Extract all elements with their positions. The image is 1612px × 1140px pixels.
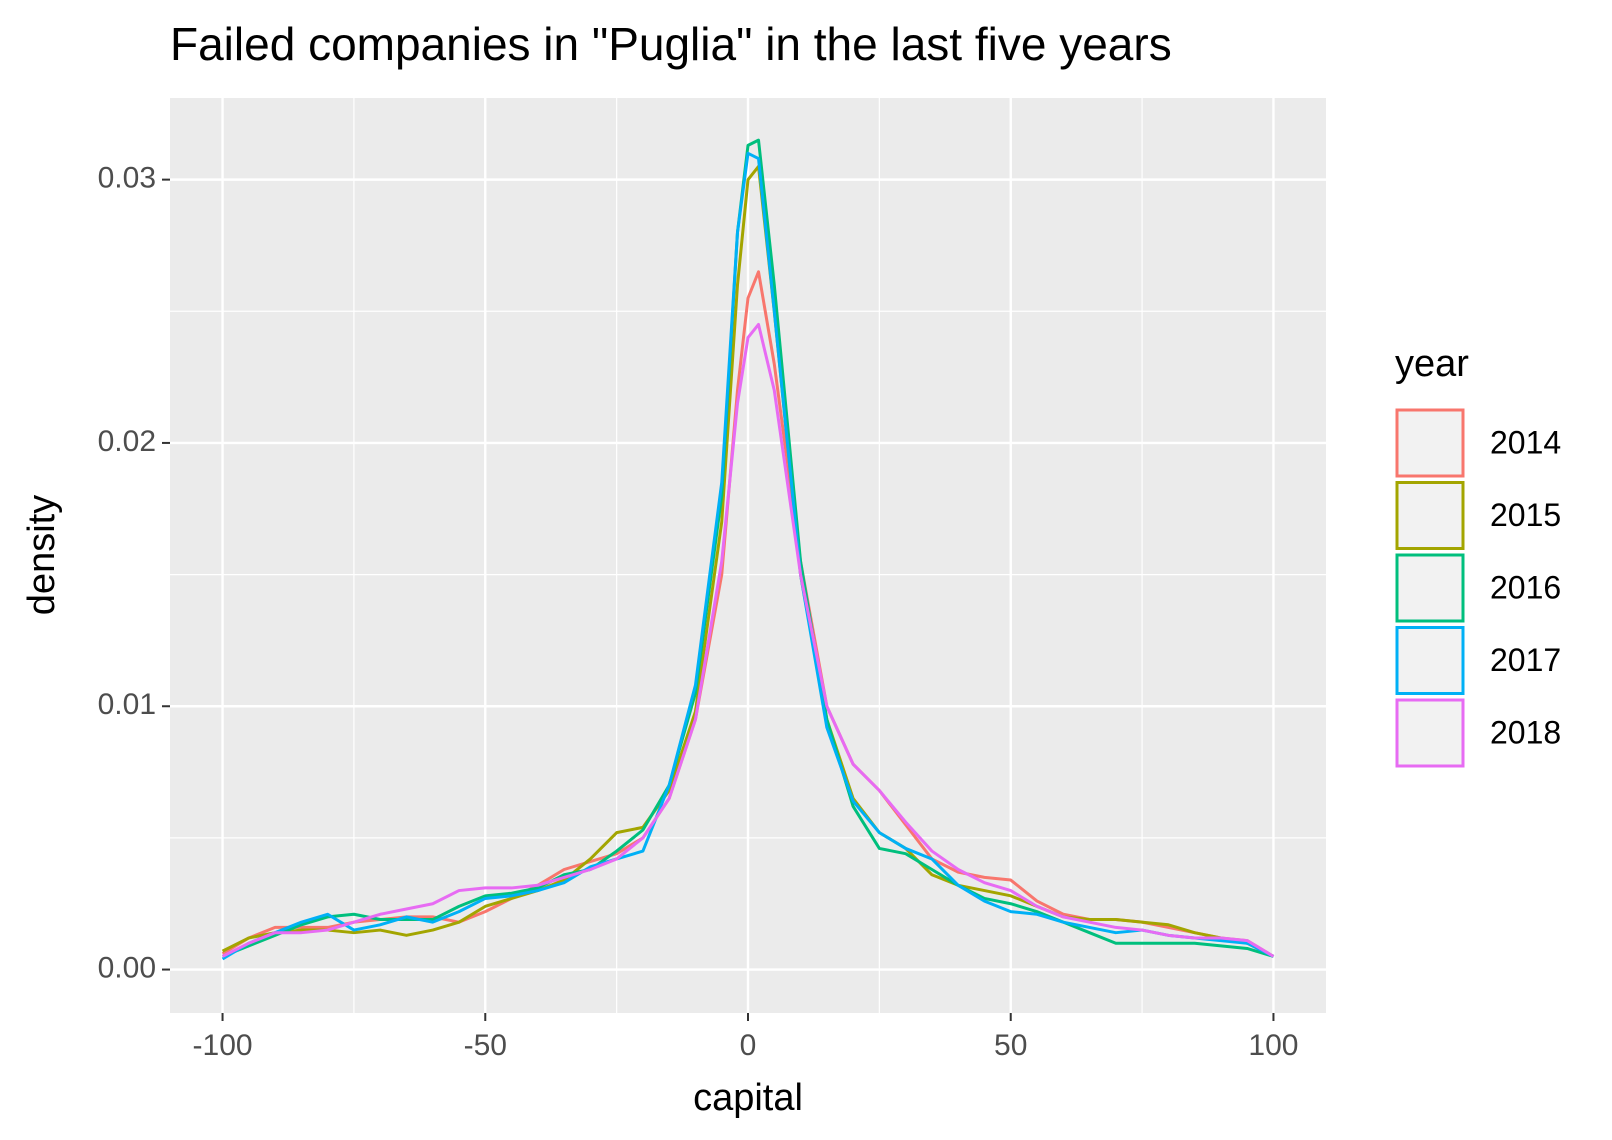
y-tick-label: 0.01	[98, 688, 156, 721]
x-axis-label: capital	[693, 1077, 803, 1119]
y-axis-label: density	[21, 495, 63, 615]
x-tick-label: 0	[740, 1029, 757, 1062]
density-line	[221, 322, 1275, 958]
legend-label: 2016	[1490, 569, 1561, 605]
y-tick-label: 0.02	[98, 425, 156, 458]
legend-key	[1395, 408, 1465, 478]
legend-label: 2018	[1490, 714, 1561, 750]
x-tick-label: -50	[464, 1029, 507, 1062]
y-tick-label: 0.00	[98, 951, 156, 984]
legend-label: 2014	[1490, 424, 1561, 460]
legend-key	[1395, 553, 1465, 623]
x-tick-label: 50	[994, 1029, 1027, 1062]
density-line	[221, 151, 1275, 961]
x-tick-label: 100	[1248, 1029, 1298, 1062]
y-tick-label: 0.03	[98, 162, 156, 195]
legend-key	[1395, 626, 1465, 695]
density-line	[221, 138, 1274, 958]
legend-label: 2015	[1490, 497, 1561, 533]
x-tick-label: -100	[193, 1029, 253, 1062]
legend-key	[1395, 481, 1465, 550]
legend-title: year	[1395, 343, 1469, 385]
chart-title: Failed companies in "Puglia" in the last…	[170, 18, 1172, 70]
density-line	[221, 164, 1275, 958]
legend-key	[1395, 698, 1465, 768]
legend-label: 2017	[1490, 642, 1561, 678]
